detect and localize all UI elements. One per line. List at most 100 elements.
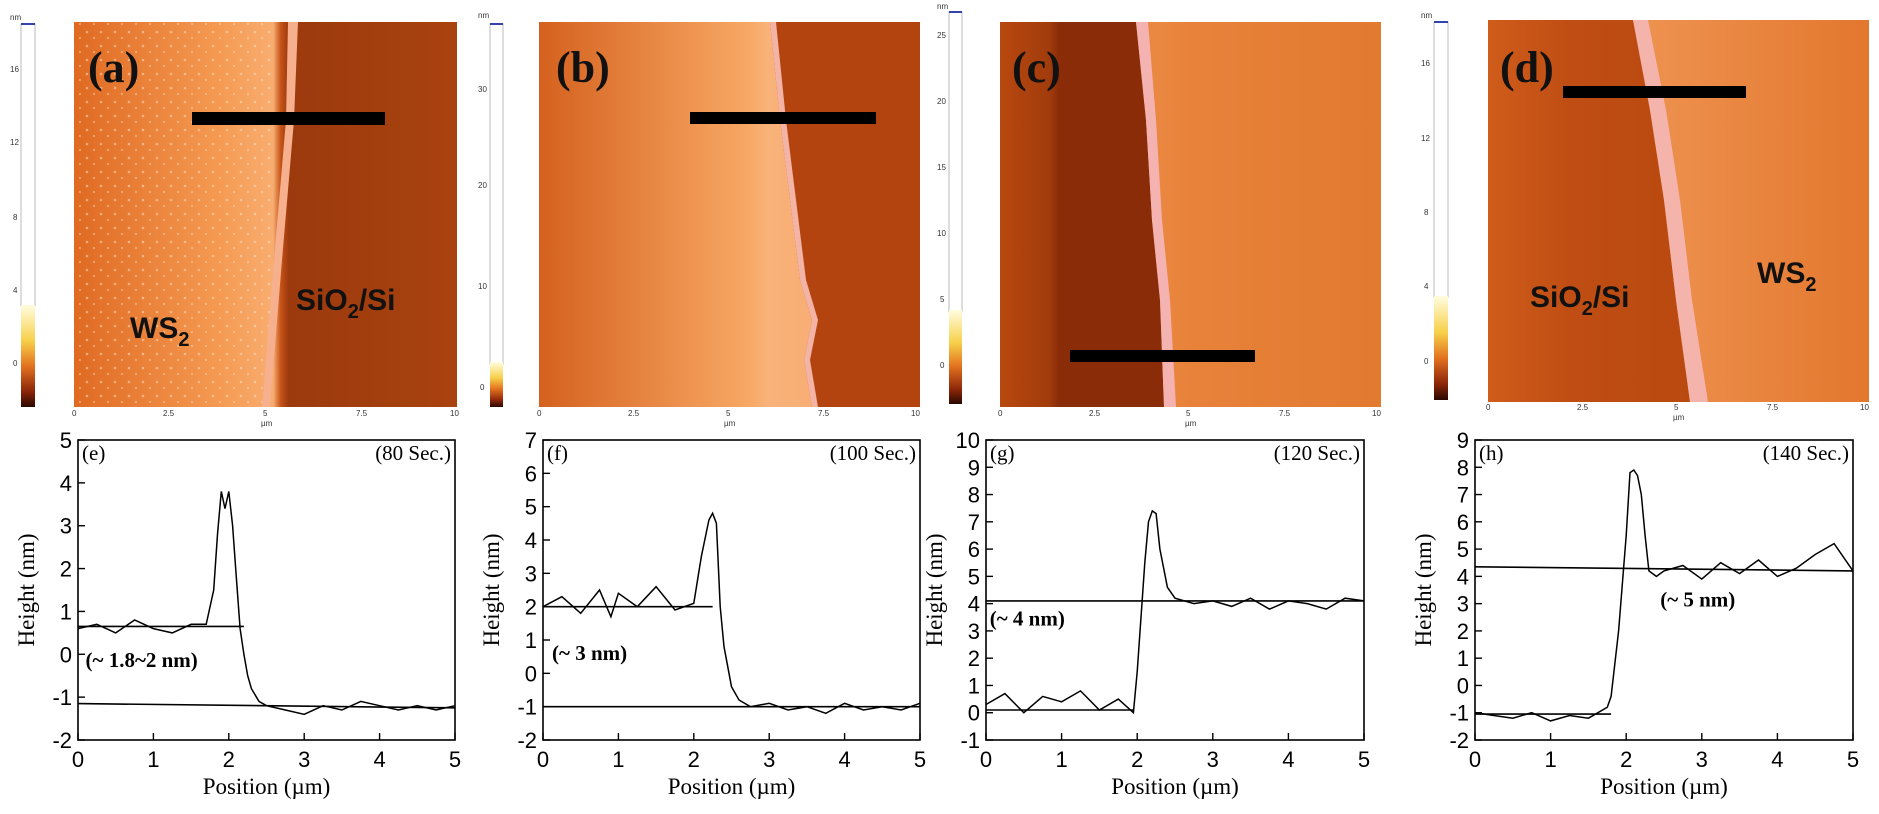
svg-text:5: 5 [1674,403,1679,412]
colorbar-tick: 4 [13,286,18,295]
x-tick-label: 1 [1055,747,1067,772]
y-tick-label: 3 [1457,592,1469,617]
y-tick-label: 0 [60,642,72,667]
step-height-annotation: (~ 1.8~2 nm) [86,648,198,672]
y-axis-label: Height (nm) [922,533,947,646]
colorbar: nm 16 12 8 4 0 [1421,11,1449,400]
y-tick-label: 0 [968,701,980,726]
y-tick-label: -2 [1449,728,1469,753]
y-tick-label: 3 [968,619,980,644]
colorbar-tick: 8 [13,213,18,222]
y-tick-label: 8 [968,483,980,508]
x-tick-label: 4 [1771,747,1783,772]
profile-line [1070,350,1255,362]
image-axes: 0 2.5 5 7.5 10 µm [998,409,1381,428]
x-tick-label: 1 [147,747,159,772]
step-height-annotation: (~ 4 nm) [990,606,1065,630]
profile-panel-letter: (e) [82,441,105,465]
colorbar-unit: nm [478,11,489,20]
colorbar-tick: 25 [937,31,946,40]
colorbar-tick: 0 [940,361,945,370]
profile-line [690,112,876,124]
y-tick-label: 5 [968,564,980,589]
x-tick-label: 3 [298,747,310,772]
y-tick-label: 4 [60,471,72,496]
height-profile-series [77,491,456,716]
colorbar-unit: nm [10,13,21,22]
x-axis-label: Position (µm) [1600,774,1728,799]
y-tick-label: 7 [1457,483,1469,508]
x-tick-label: 3 [1207,747,1219,772]
x-axis-label: Position (µm) [668,774,796,799]
profile-line [192,112,385,125]
panel-letter: (b) [556,43,610,92]
y-tick-label: 0 [1457,673,1469,698]
x-tick-label: 0 [72,747,84,772]
y-tick-label: 0 [525,661,537,686]
y-tick-label: 4 [968,592,980,617]
colorbar-tick: 16 [10,65,19,74]
afm-panel-d: (d) SiO2/Si WS2 nm 16 12 8 4 0 0 2.5 5 7… [1421,11,1869,422]
y-tick-label: 5 [60,428,72,453]
svg-text:0: 0 [1486,403,1491,412]
profile-chart-f: 0 1 2 3 4 5 -2 -1 0 1 2 3 4 5 6 7 Position (µm) Height (n… [479,428,926,799]
colorbar-tick: 30 [478,85,487,94]
y-tick-label: 6 [1457,510,1469,535]
x-tick-label: 5 [914,747,926,772]
y-tick-label: -1 [517,695,537,720]
colorbar: nm 30 20 10 0 [478,11,504,407]
profile-panel-letter: (h) [1479,441,1504,465]
y-tick-label: 9 [968,455,980,480]
y-tick-label: 3 [60,514,72,539]
profile-chart-e: 0 1 2 3 4 5 -2 -1 0 1 2 3 4 5 Position (µm) Height (nm)… [14,428,461,799]
panel-letter: (a) [88,43,139,92]
profile-line [1563,86,1746,98]
y-tick-label: 6 [968,537,980,562]
colorbar-tick: 0 [1424,357,1429,366]
y-tick-label: 10 [956,428,980,453]
time-label: (80 Sec.) [375,441,451,465]
afm-panel-a: nm 16 12 8 4 0 (a) WS2 SiO2/Si 0 2.5 5 7… [10,13,459,428]
image-axes: 0 2.5 5 7.5 10 µm [1486,403,1869,422]
region-label-sio2: SiO2/Si [296,284,396,323]
image-axes: 0 2.5 5 7.5 10 µm [72,409,459,428]
colorbar-tick: 20 [478,181,487,190]
svg-text:10: 10 [911,409,920,418]
svg-text:2.5: 2.5 [1577,403,1589,412]
x-tick-label: 5 [449,747,461,772]
colorbar-tick: 0 [13,359,18,368]
y-tick-label: 4 [1457,564,1469,589]
time-label: (120 Sec.) [1274,441,1360,465]
y-tick-label: -1 [52,685,72,710]
x-tick-label: 1 [1544,747,1556,772]
svg-text:2.5: 2.5 [163,409,175,418]
panel-letter: (c) [1012,43,1061,92]
svg-text:µm: µm [261,419,273,428]
afm-panel-b: (b) nm 30 20 10 0 0 2.5 5 7.5 10 µm [478,11,920,428]
x-tick-label: 1 [612,747,624,772]
y-tick-label: 2 [1457,619,1469,644]
region-label-sio2: SiO2/Si [1530,281,1630,320]
x-tick-label: 0 [537,747,549,772]
x-tick-label: 0 [980,747,992,772]
time-label: (100 Sec.) [830,441,916,465]
step-height-annotation: (~ 3 nm) [552,641,627,665]
y-tick-label: 2 [60,557,72,582]
svg-text:7.5: 7.5 [1767,403,1779,412]
plot-frame [77,439,456,741]
afm-panel-c: (c) nm 25 20 15 10 5 0 0 2.5 5 7.5 10 µm [937,2,1381,428]
svg-text:7.5: 7.5 [818,409,830,418]
colorbar-unit: nm [937,2,948,11]
y-tick-label: 1 [968,673,980,698]
y-tick-label: 1 [1457,646,1469,671]
colorbar: nm 16 12 8 4 0 [10,13,36,407]
x-tick-label: 0 [1469,747,1481,772]
colorbar-unit: nm [1421,11,1432,20]
colorbar-tick: 15 [937,163,946,172]
svg-text:10: 10 [1860,403,1869,412]
svg-text:10: 10 [450,409,459,418]
plot-frame [542,439,921,741]
y-tick-label: 7 [525,428,537,453]
colorbar-tick: 12 [10,138,19,147]
